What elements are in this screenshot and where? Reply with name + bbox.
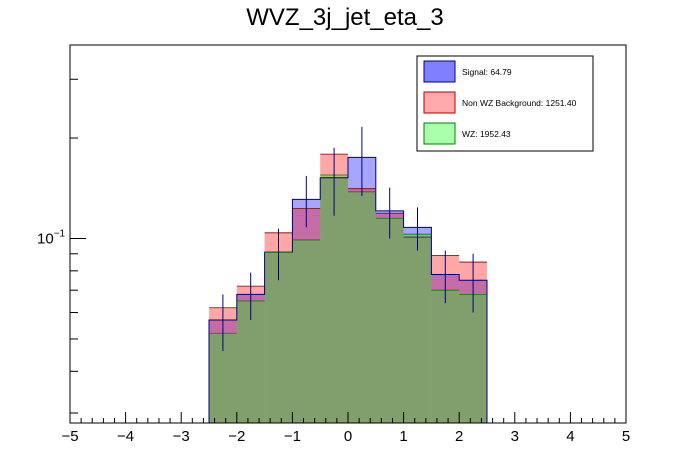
axes: −5 −4 −3 −2 −1 0 1 2 3 4 510−1 bbox=[37, 78, 630, 445]
legend-label-non-wz-background: Non WZ Background: 1251.40 bbox=[462, 98, 577, 108]
bar-signal bbox=[320, 177, 348, 423]
bar-non-wz-background bbox=[348, 188, 376, 423]
x-tick-label: 2 bbox=[455, 428, 463, 445]
bar-wz bbox=[375, 218, 404, 423]
bar-wz bbox=[459, 294, 487, 423]
bar-wz bbox=[264, 252, 293, 423]
bar-signal bbox=[348, 157, 376, 423]
bar-signal bbox=[403, 227, 432, 423]
bar-wz bbox=[236, 300, 265, 423]
bar-wz bbox=[403, 234, 432, 423]
bar-non-wz-background bbox=[375, 213, 404, 423]
bar-signal bbox=[292, 199, 321, 423]
legend-swatch-non-wz-background bbox=[423, 91, 456, 114]
x-tick-label: −5 bbox=[61, 428, 78, 445]
chart-title: WVZ_3j_jet_eta_3 bbox=[246, 4, 443, 31]
x-tick-label: −3 bbox=[173, 428, 190, 445]
bar-non-wz-background bbox=[403, 237, 432, 423]
bar-signal bbox=[264, 252, 293, 423]
x-tick-label: 4 bbox=[566, 428, 574, 445]
bar-wz bbox=[320, 174, 348, 423]
y-tick-exponent: −1 bbox=[54, 228, 66, 239]
bar-wz bbox=[292, 239, 321, 423]
histogram-bars bbox=[208, 126, 488, 423]
x-tick-label: 0 bbox=[344, 428, 352, 445]
legend-label-wz: WZ: 1952.43 bbox=[462, 129, 511, 139]
bar-non-wz-background bbox=[292, 208, 321, 423]
legend-swatch-wz bbox=[423, 122, 456, 145]
legend: Signal: 64.79 Non WZ Background: 1251.40… bbox=[416, 55, 594, 152]
y-tick-label: 10−1 bbox=[37, 228, 66, 247]
bar-wz bbox=[431, 290, 460, 423]
x-tick-label: −2 bbox=[228, 428, 245, 445]
x-tick-label: −4 bbox=[117, 428, 134, 445]
bar-signal bbox=[375, 210, 404, 423]
x-tick-label: −1 bbox=[284, 428, 301, 445]
legend-swatch-signal bbox=[423, 60, 456, 83]
x-tick-label: 1 bbox=[399, 428, 407, 445]
x-tick-label: 3 bbox=[511, 428, 519, 445]
legend-label-signal: Signal: 64.79 bbox=[462, 67, 512, 77]
bar-wz bbox=[348, 191, 376, 423]
y-tick-mantissa: 10 bbox=[37, 230, 54, 247]
x-tick-label: 5 bbox=[622, 428, 630, 445]
